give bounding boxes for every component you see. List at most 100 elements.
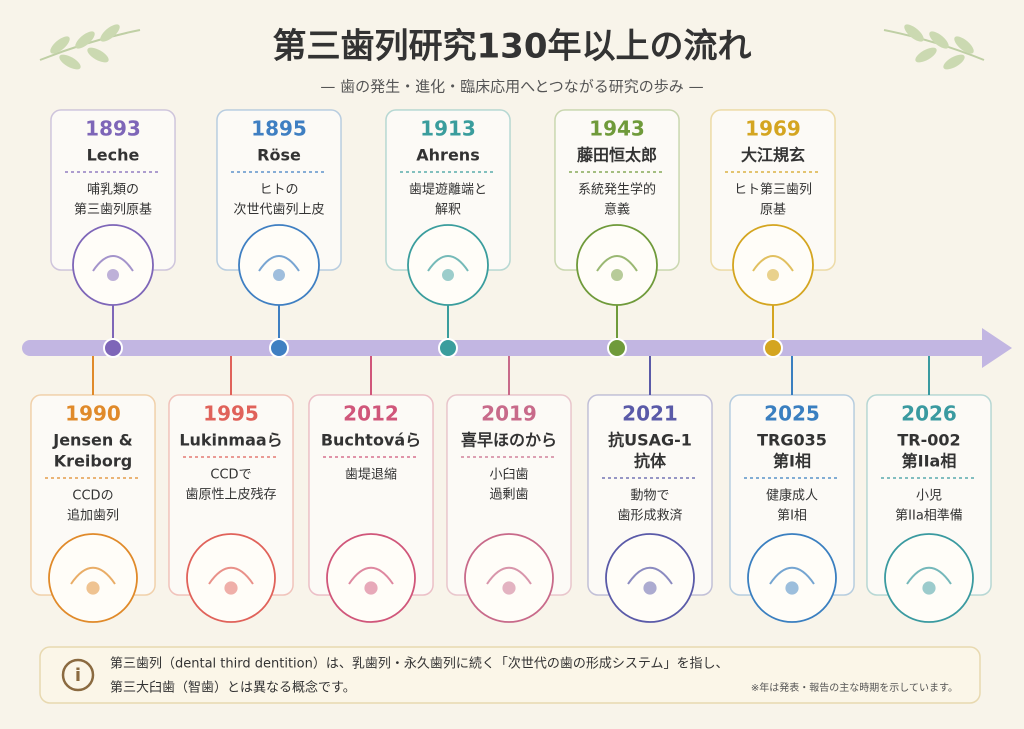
event-icon-glyph <box>922 581 936 595</box>
event-icon-glyph <box>486 567 532 585</box>
event-year: 2025 <box>764 402 820 426</box>
event-description: 次世代歯列上皮 <box>233 202 324 218</box>
event-icon <box>605 533 695 623</box>
event-description: CCDで <box>210 468 251 483</box>
event-name: Röse <box>257 146 301 165</box>
event-description: 意義 <box>604 202 630 218</box>
event-description: 第IIa相準備 <box>895 508 963 524</box>
event-icon-glyph <box>273 269 285 281</box>
event-description: 動物で <box>630 489 669 504</box>
event-name: TRG035 <box>757 431 827 450</box>
event-year: 2012 <box>343 402 399 426</box>
event-year: 1893 <box>85 117 141 141</box>
event-description: 原基 <box>760 203 786 218</box>
event-icon <box>48 533 138 623</box>
timeline-dot <box>607 338 627 358</box>
event-year: 2021 <box>622 402 678 426</box>
event-icon-glyph <box>769 567 815 585</box>
event-icon-glyph <box>752 255 794 272</box>
event-icon <box>326 533 416 623</box>
timeline-arrow <box>982 328 1012 368</box>
event-description: 歯堤退縮 <box>345 467 397 483</box>
event-description: 小臼歯 <box>489 468 528 483</box>
event-icon <box>732 224 814 306</box>
event-icon-glyph <box>502 581 516 595</box>
event-name: 抗体 <box>634 452 667 471</box>
event-description: 健康成人 <box>766 488 818 504</box>
event-icon-glyph <box>86 581 100 595</box>
event-description: 追加歯列 <box>67 508 119 524</box>
timeline-dot <box>269 338 289 358</box>
event-year: 1969 <box>745 117 801 141</box>
event-name: Leche <box>87 146 140 165</box>
event-icon-glyph <box>767 269 779 281</box>
event-icon-glyph <box>364 581 378 595</box>
event-icon <box>884 533 974 623</box>
note-box <box>39 646 981 704</box>
event-name: 第Ⅰ相 <box>773 452 811 471</box>
subtitle: — 歯の発生・進化・臨床応用へとつながる研究の歩み — <box>320 78 703 96</box>
event-icon-glyph <box>627 567 673 585</box>
event-icon-glyph <box>70 567 116 585</box>
event-description: ヒト第三歯列 <box>734 183 812 198</box>
leaf-decoration <box>39 24 141 70</box>
title: 第三歯列研究130年以上の流れ <box>273 27 752 67</box>
timeline-dot <box>438 338 458 358</box>
event-name: 喜早ほのから <box>461 431 557 450</box>
info-icon <box>61 658 95 692</box>
event-description: ヒトの <box>259 183 298 198</box>
event-icon <box>747 533 837 623</box>
event-year: 1913 <box>420 117 476 141</box>
timeline-dot <box>763 338 783 358</box>
event-year: 1943 <box>589 117 645 141</box>
event-icon <box>464 533 554 623</box>
event-icon <box>576 224 658 306</box>
event-icon-glyph <box>906 567 952 585</box>
event-description: 哺乳類の <box>87 183 139 198</box>
timeline-dot <box>103 338 123 358</box>
event-name: Kreiborg <box>54 452 132 471</box>
event-name: 大江規玄 <box>741 146 805 165</box>
event-icon-glyph <box>107 269 119 281</box>
event-name: 抗USAG-1 <box>608 431 692 450</box>
event-description: 過剰歯 <box>489 488 528 503</box>
event-year: 1990 <box>65 402 121 426</box>
event-name: Ahrens <box>416 146 479 165</box>
event-name: 藤田恒太郎 <box>577 146 657 165</box>
leaf-decoration <box>883 24 985 70</box>
event-icon-glyph <box>785 581 799 595</box>
event-icon <box>407 224 489 306</box>
event-icon <box>186 533 276 623</box>
event-description: 歯原性上皮残存 <box>185 488 276 503</box>
note-text: 第三大臼歯（智歯）とは異なる概念です。 <box>110 680 356 696</box>
event-description: 歯堤遊離端と <box>409 183 487 198</box>
event-name: 第IIa相 <box>902 452 957 471</box>
note-text: 第三歯列（dental third dentition）は、乳歯列・永久歯列に続… <box>110 656 728 672</box>
event-name: TR-002 <box>897 431 960 450</box>
info-icon-glyph: i <box>75 665 81 686</box>
event-icon <box>72 224 154 306</box>
event-icon-glyph <box>258 255 300 272</box>
event-description: 第Ⅰ相 <box>777 509 807 524</box>
event-description: 解釈 <box>435 203 461 218</box>
event-name: Buchtováら <box>321 431 421 450</box>
event-description: 系統発生学的 <box>578 182 656 198</box>
event-year: 1895 <box>251 117 307 141</box>
event-name: Lukinmaaら <box>179 431 282 450</box>
event-description: 小児 <box>916 489 942 504</box>
event-icon-glyph <box>208 567 254 585</box>
event-year: 2026 <box>901 402 957 426</box>
event-icon <box>238 224 320 306</box>
event-description: 第三歯列原基 <box>74 203 152 218</box>
event-icon-glyph <box>92 255 134 272</box>
event-icon-glyph <box>643 581 657 595</box>
event-icon-glyph <box>611 269 623 281</box>
timeline-bar <box>22 340 990 356</box>
event-description: CCDの <box>72 489 113 504</box>
event-icon-glyph <box>596 255 638 272</box>
event-name: Jensen & <box>52 431 133 450</box>
event-year: 2019 <box>481 402 537 426</box>
note-footnote: ※年は発表・報告の主な時期を示しています。 <box>751 681 958 694</box>
